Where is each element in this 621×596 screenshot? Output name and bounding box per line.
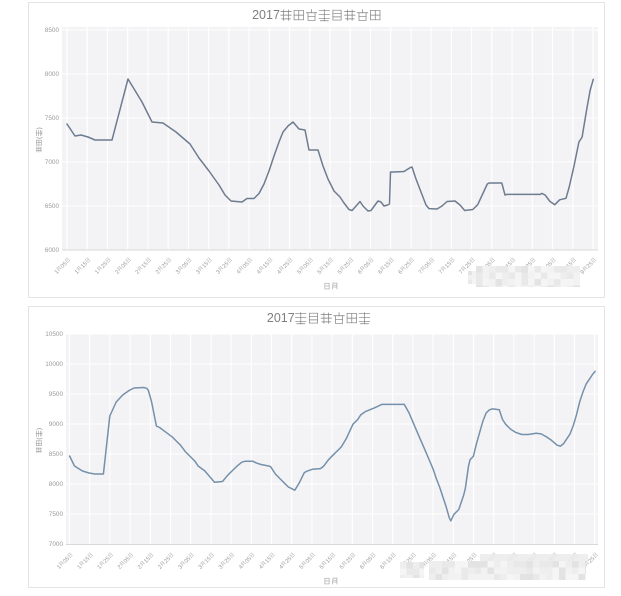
svg-text:2017: 2017 (252, 8, 280, 22)
svg-text:6500: 6500 (45, 203, 60, 210)
svg-text:7000: 7000 (45, 159, 60, 166)
svg-text:6000: 6000 (45, 247, 60, 254)
svg-text:8500: 8500 (49, 451, 64, 458)
svg-text:10000: 10000 (45, 361, 63, 368)
svg-text:7500: 7500 (49, 511, 64, 518)
svg-text:7000: 7000 (49, 541, 64, 548)
svg-text:): ) (36, 428, 43, 430)
svg-text:8000: 8000 (45, 71, 60, 78)
svg-text:7500: 7500 (45, 115, 60, 122)
svg-text:8000: 8000 (49, 481, 64, 488)
svg-text:2017: 2017 (267, 311, 295, 325)
svg-text:9000: 9000 (49, 421, 64, 428)
svg-text:): ) (36, 127, 43, 129)
svg-text:9500: 9500 (49, 391, 64, 398)
svg-text:10500: 10500 (45, 331, 63, 338)
svg-text:8500: 8500 (45, 27, 60, 34)
